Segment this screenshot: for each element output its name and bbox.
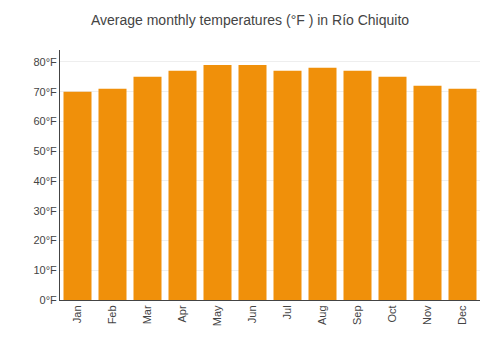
- svg-text:Apr: Apr: [176, 305, 188, 322]
- svg-text:May: May: [211, 305, 223, 326]
- svg-text:40°F: 40°F: [33, 175, 57, 187]
- svg-text:Dec: Dec: [456, 305, 468, 325]
- svg-text:30°F: 30°F: [33, 205, 57, 217]
- svg-text:0°F: 0°F: [40, 294, 58, 306]
- svg-text:Jan: Jan: [71, 305, 83, 323]
- svg-text:Average monthly temperatures (: Average monthly temperatures (°F ) in Rí…: [91, 12, 409, 28]
- svg-text:Sep: Sep: [351, 305, 363, 325]
- svg-text:Aug: Aug: [316, 305, 328, 325]
- svg-text:Oct: Oct: [386, 305, 398, 322]
- svg-text:80°F: 80°F: [33, 56, 57, 68]
- svg-text:Nov: Nov: [421, 305, 433, 325]
- svg-text:Mar: Mar: [141, 305, 153, 324]
- svg-text:10°F: 10°F: [33, 264, 57, 276]
- svg-text:50°F: 50°F: [33, 145, 57, 157]
- svg-text:20°F: 20°F: [33, 234, 57, 246]
- svg-text:60°F: 60°F: [33, 115, 57, 127]
- svg-text:70°F: 70°F: [33, 86, 57, 98]
- svg-text:Jul: Jul: [281, 305, 293, 319]
- svg-text:Feb: Feb: [106, 305, 118, 324]
- svg-text:Jun: Jun: [246, 305, 258, 323]
